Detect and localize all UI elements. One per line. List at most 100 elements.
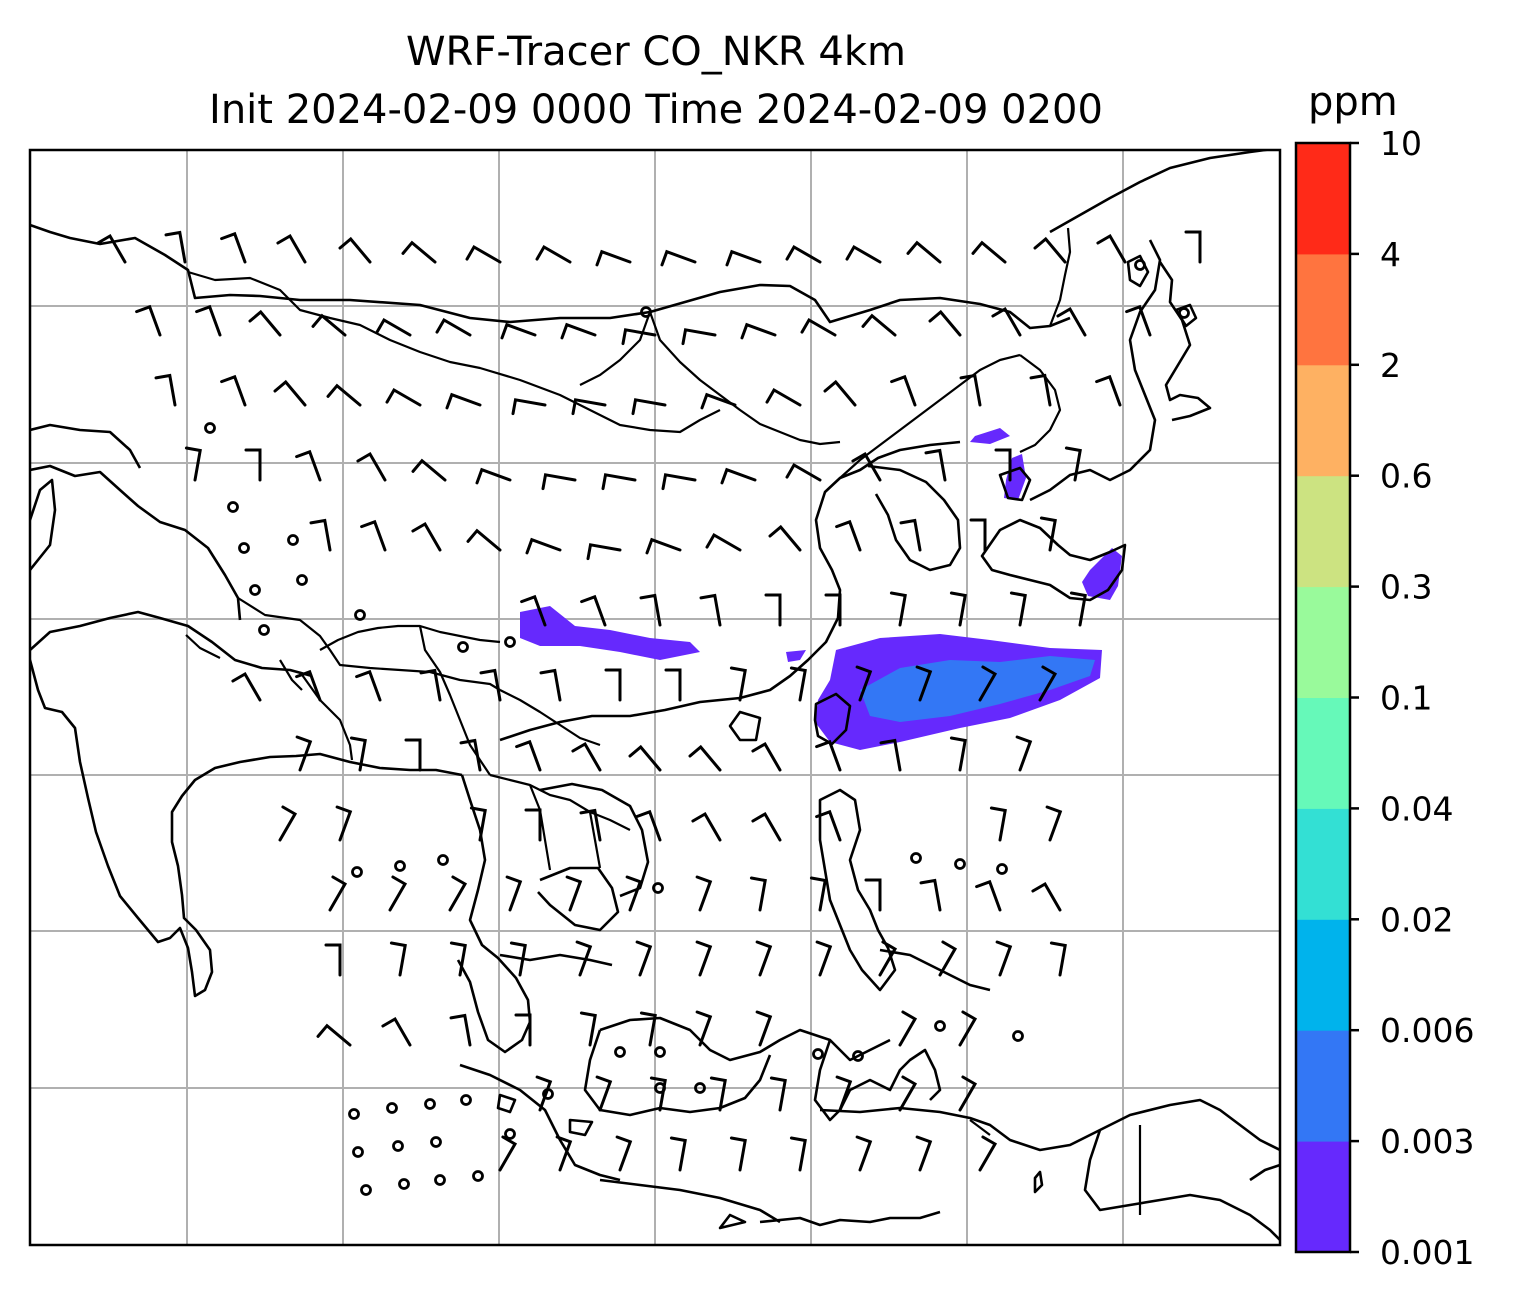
wind-barb: [958, 1010, 978, 1047]
wind-barb: [639, 593, 662, 627]
wind-barb: [356, 451, 387, 482]
colorbar-tick-label: 4: [1380, 235, 1401, 274]
wind-barb: [975, 879, 1002, 912]
wind-barb: [695, 875, 713, 912]
wind-barb: [475, 467, 512, 485]
colorbar-segment: [1296, 919, 1350, 1031]
colorbar-tick-label: 0.1: [1380, 679, 1432, 718]
wind-barb: [749, 876, 767, 912]
wind-barb: [751, 741, 782, 772]
wind-barb: [669, 1136, 687, 1172]
wind-barb: [355, 669, 382, 702]
country-borders: [185, 227, 1142, 1215]
wind-barb: [326, 383, 362, 407]
wind-barb: [309, 518, 332, 552]
wind-barb: [385, 387, 422, 407]
wind-barb: [1184, 230, 1202, 264]
wind-barb: [449, 941, 467, 977]
colorbar-segment: [1296, 586, 1350, 698]
wind-barb: [389, 941, 407, 977]
calm-circle: [472, 1170, 484, 1182]
wind-barb: [628, 744, 662, 772]
wind-barb: [855, 665, 873, 702]
calm-circle: [352, 1146, 364, 1158]
wind-barb: [978, 665, 998, 702]
calm-circle: [258, 624, 270, 636]
wind-barb: [338, 236, 372, 264]
wind-barb: [220, 374, 247, 407]
wind-barb: [520, 594, 547, 627]
wind-barb: [615, 1135, 633, 1172]
wind-barb: [991, 306, 1022, 337]
colorbar-tick-label: 10: [1380, 124, 1422, 163]
wind-barb: [466, 528, 502, 552]
calm-circle: [542, 1088, 554, 1100]
wind-barb: [1069, 591, 1087, 627]
wind-barb: [509, 941, 527, 977]
map-title-line1: WRF-Tracer CO_NKR 4km: [405, 29, 907, 75]
wind-barb: [878, 940, 898, 977]
wind-barb: [411, 458, 447, 482]
wind-barb: [1009, 591, 1027, 627]
wind-barb: [1039, 516, 1057, 552]
wind-barb: [695, 1010, 713, 1047]
colorbar-tick-label: 0.02: [1380, 900, 1453, 939]
wind-barb: [388, 875, 408, 912]
wind-barb: [740, 322, 777, 340]
wind-barb: [915, 1135, 933, 1172]
wind-barb: [498, 1135, 518, 1172]
colorbar-tick-label: 0.6: [1380, 457, 1432, 496]
calm-circle: [1134, 259, 1146, 271]
wind-barb: [879, 738, 902, 772]
wind-barb: [751, 811, 782, 842]
wind-barb: [924, 448, 947, 482]
wind-barb: [789, 666, 807, 702]
wind-barb: [725, 249, 762, 267]
wind-barb: [621, 328, 657, 346]
calm-circle: [430, 1136, 442, 1148]
wind-barb: [1049, 941, 1067, 977]
calm-circle: [934, 1020, 946, 1032]
wind-barb: [815, 940, 833, 977]
wind-barb: [311, 313, 347, 337]
calm-circle: [910, 852, 922, 864]
wind-barb: [959, 373, 982, 407]
wind-barb: [898, 1075, 918, 1112]
wind-barb: [535, 1075, 553, 1112]
wind-barb: [1029, 373, 1052, 407]
wind-barb: [411, 521, 442, 552]
wind-barb: [864, 878, 882, 912]
wind-barb: [276, 233, 307, 264]
wind-barb: [855, 1135, 873, 1172]
colorbar-segment: [1296, 253, 1350, 366]
wind-barb: [295, 449, 322, 482]
wind-barb: [729, 1136, 747, 1172]
wind-barb: [1096, 233, 1127, 264]
wind-barb: [565, 875, 583, 912]
wind-barb: [535, 244, 572, 264]
wind-barb: [575, 940, 593, 977]
wind-barb: [898, 1010, 918, 1047]
wind-barb: [681, 328, 717, 346]
calm-circle: [398, 1178, 410, 1190]
wind-barb: [515, 739, 542, 772]
calm-circle: [296, 574, 308, 586]
calm-circle: [386, 1102, 398, 1114]
wind-barb: [195, 304, 222, 337]
wind-barb: [560, 322, 597, 340]
calm-circle: [287, 534, 299, 546]
calm-circle: [996, 863, 1008, 875]
wind-barb: [660, 249, 697, 267]
wind-barb: [524, 808, 542, 842]
wind-barb: [595, 1075, 613, 1112]
colorbar-tick-label: 0.001: [1380, 1233, 1474, 1272]
calm-circle: [457, 641, 469, 653]
wind-barbs: [96, 230, 1202, 1172]
wind-barb: [511, 398, 547, 416]
colorbar-unit-label: ppm: [1308, 79, 1398, 125]
wind-barb: [1056, 306, 1087, 337]
calm-circle: [351, 866, 363, 878]
wind-barb: [1033, 236, 1067, 264]
calm-circle: [1012, 1030, 1024, 1042]
wind-barb: [469, 806, 487, 842]
